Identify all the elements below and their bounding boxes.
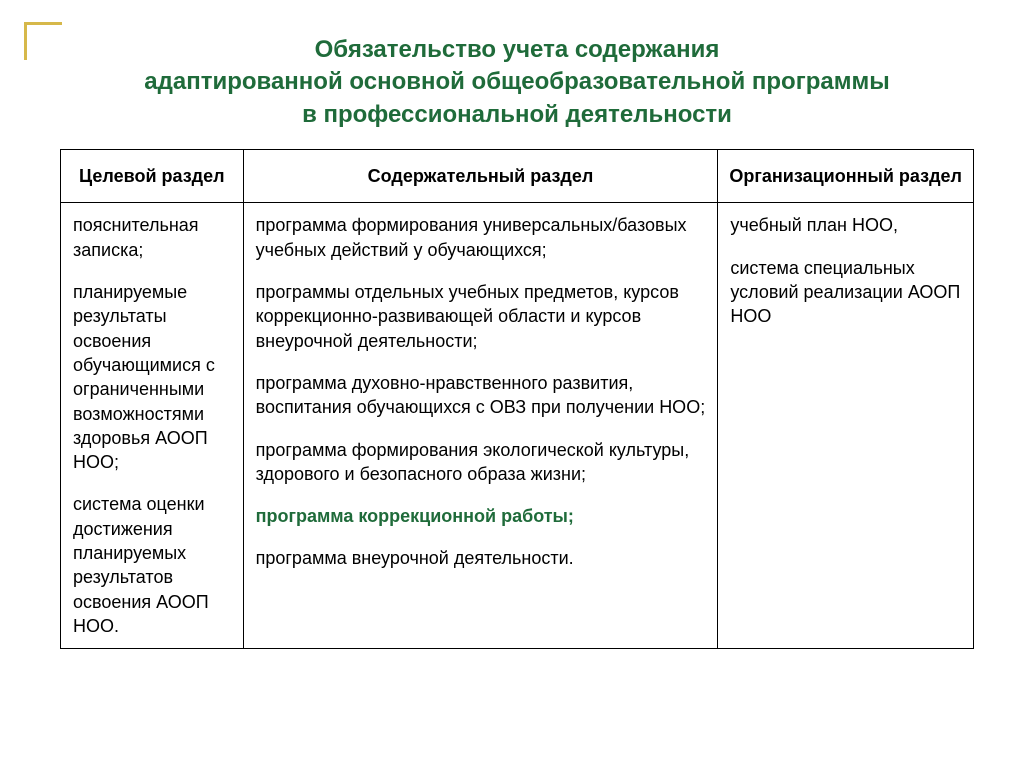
cell-col1: пояснительная записка; планируемые резул… bbox=[61, 203, 244, 649]
col3-p1: учебный план НОО, bbox=[730, 213, 961, 237]
col2-p1: программа формирования универсальных/баз… bbox=[256, 213, 706, 262]
col2-p6: программа внеурочной деятельности. bbox=[256, 546, 706, 570]
content-table: Целевой раздел Содержательный раздел Орг… bbox=[60, 149, 974, 649]
title-line-3: в профессиональной деятельности bbox=[302, 101, 732, 128]
col2-p2: программы отдельных учебных предметов, к… bbox=[256, 280, 706, 353]
slide-title: Обязательство учета содержания адаптиров… bbox=[60, 34, 974, 131]
cell-col2: программа формирования универсальных/баз… bbox=[243, 203, 718, 649]
cell-col3: учебный план НОО, система специальных ус… bbox=[718, 203, 974, 649]
col1-p1: пояснительная записка; bbox=[73, 213, 231, 262]
title-line-1: Обязательство учета содержания bbox=[315, 36, 720, 63]
header-col3: Организационный раздел bbox=[718, 150, 974, 203]
col3-p2: система специальных условий реализации А… bbox=[730, 256, 961, 329]
table-body-row: пояснительная записка; планируемые резул… bbox=[61, 203, 974, 649]
title-line-2: адаптированной основной общеобразователь… bbox=[144, 68, 889, 95]
col1-p2: планируемые результаты освоения обучающи… bbox=[73, 280, 231, 474]
corner-accent bbox=[24, 22, 62, 60]
header-col1: Целевой раздел bbox=[61, 150, 244, 203]
col1-p3: система оценки достижения планируемых ре… bbox=[73, 492, 231, 638]
col2-p5-highlight: программа коррекционной работы; bbox=[256, 504, 706, 528]
col2-p3: программа духовно-нравственного развития… bbox=[256, 371, 706, 420]
col2-p4: программа формирования экологической кул… bbox=[256, 438, 706, 487]
table-header-row: Целевой раздел Содержательный раздел Орг… bbox=[61, 150, 974, 203]
header-col2: Содержательный раздел bbox=[243, 150, 718, 203]
slide-content: Обязательство учета содержания адаптиров… bbox=[0, 0, 1024, 679]
